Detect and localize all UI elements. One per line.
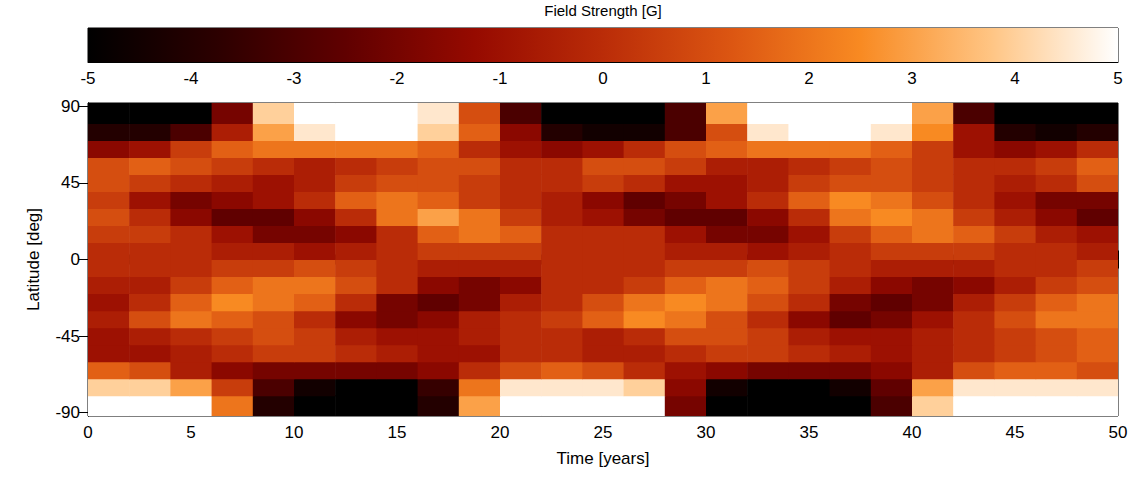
svg-text:-3: -3 [286,69,301,88]
svg-text:-2: -2 [389,69,404,88]
svg-text:15: 15 [388,423,407,442]
svg-text:35: 35 [800,423,819,442]
svg-text:-45: -45 [55,327,80,346]
svg-text:0: 0 [83,423,92,442]
svg-text:0: 0 [71,250,80,269]
svg-text:Time [years]: Time [years] [557,449,650,468]
svg-text:90: 90 [61,97,80,116]
svg-text:3: 3 [907,69,916,88]
svg-text:5: 5 [1113,69,1122,88]
svg-text:50: 50 [1109,423,1128,442]
svg-text:40: 40 [903,423,922,442]
svg-text:10: 10 [285,423,304,442]
svg-text:45: 45 [1006,423,1025,442]
svg-text:-4: -4 [183,69,198,88]
svg-text:0: 0 [598,69,607,88]
svg-text:5: 5 [186,423,195,442]
svg-text:-90: -90 [55,403,80,422]
svg-text:1: 1 [701,69,710,88]
svg-text:4: 4 [1010,69,1019,88]
svg-text:-5: -5 [80,69,95,88]
svg-text:2: 2 [804,69,813,88]
svg-text:45: 45 [61,173,80,192]
svg-text:-1: -1 [492,69,507,88]
svg-text:20: 20 [491,423,510,442]
svg-text:Field Strength [G]: Field Strength [G] [544,2,662,19]
svg-text:30: 30 [697,423,716,442]
svg-text:Latitude [deg]: Latitude [deg] [24,208,43,311]
svg-text:25: 25 [594,423,613,442]
